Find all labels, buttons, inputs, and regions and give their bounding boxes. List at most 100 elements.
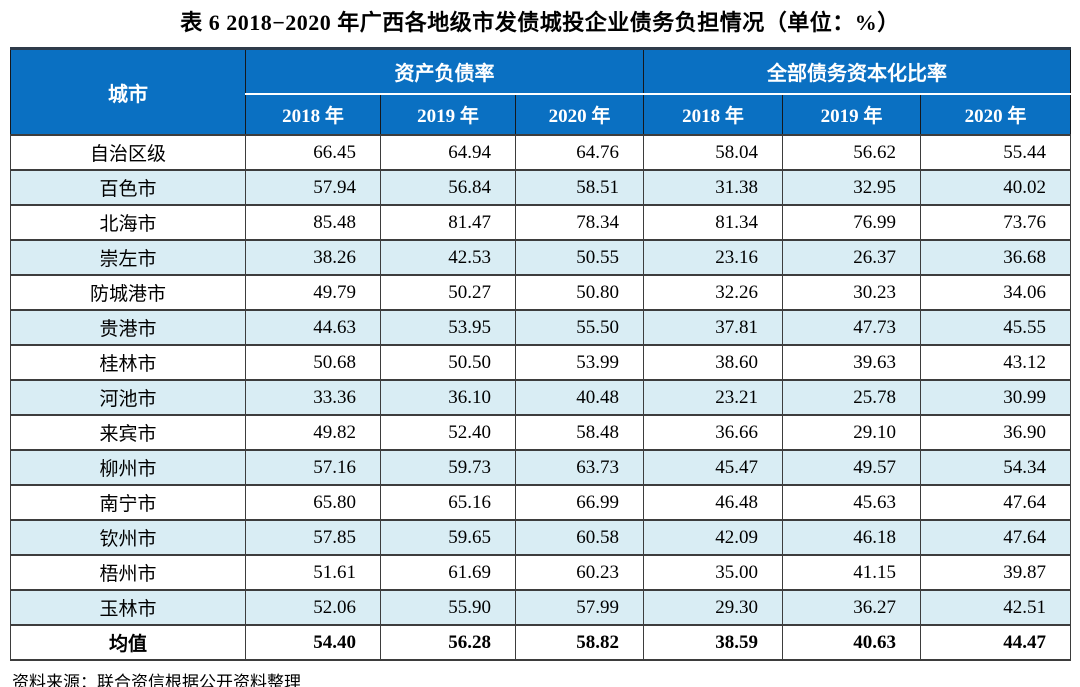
value-cell: 40.02 (920, 169, 1072, 206)
value-cell: 45.47 (643, 449, 784, 486)
corner-header-city: 城市 (10, 48, 246, 136)
value-cell: 56.62 (782, 134, 922, 171)
table-row: 崇左市 38.26 42.53 50.55 23.16 26.37 36.68 (10, 239, 1072, 276)
value-cell: 32.26 (643, 274, 784, 311)
value-cell: 38.26 (245, 239, 381, 276)
value-cell: 73.76 (920, 204, 1072, 241)
table-caption: 表 6 2018−2020 年广西各地级市发债城投企业债务负担情况（单位：%） (180, 10, 900, 35)
value-cell: 23.16 (643, 239, 784, 276)
year-header-alr-2020: 2020 年 (514, 93, 645, 136)
city-cell: 南宁市 (10, 484, 246, 521)
value-cell: 42.09 (643, 519, 784, 556)
value-cell: 58.51 (514, 169, 645, 206)
table-row: 南宁市 65.80 65.16 66.99 46.48 45.63 47.64 (10, 484, 1072, 521)
value-cell: 57.85 (245, 519, 381, 556)
value-cell: 31.38 (643, 169, 784, 206)
value-cell: 65.80 (245, 484, 381, 521)
year-header-tdcr-2018: 2018 年 (643, 93, 784, 136)
city-cell: 钦州市 (10, 519, 246, 556)
value-cell: 49.82 (245, 414, 381, 451)
city-cell: 百色市 (10, 169, 246, 206)
city-cell: 桂林市 (10, 344, 246, 381)
value-cell: 56.28 (380, 624, 516, 661)
value-cell: 78.34 (514, 204, 645, 241)
value-cell: 65.16 (380, 484, 516, 521)
value-cell: 42.53 (380, 239, 516, 276)
header-group-row: 城市 资产负债率 全部债务资本化比率 (10, 48, 1072, 136)
value-cell: 81.34 (643, 204, 784, 241)
value-cell: 36.66 (643, 414, 784, 451)
value-cell: 55.44 (920, 134, 1072, 171)
value-cell: 58.04 (643, 134, 784, 171)
value-cell: 50.50 (380, 344, 516, 381)
group-header-asset-liability-ratio: 资产负债率 (244, 48, 645, 95)
table-row: 玉林市 52.06 55.90 57.99 29.30 36.27 42.51 (10, 589, 1072, 626)
city-cell: 北海市 (10, 204, 246, 241)
value-cell: 43.12 (920, 344, 1072, 381)
table-row: 柳州市 57.16 59.73 63.73 45.47 49.57 54.34 (10, 449, 1072, 486)
value-cell: 50.80 (514, 274, 645, 311)
value-cell: 44.63 (245, 309, 381, 346)
value-cell: 66.99 (514, 484, 645, 521)
value-cell: 55.90 (380, 589, 516, 626)
value-cell: 44.47 (920, 624, 1072, 661)
city-cell: 崇左市 (10, 239, 246, 276)
city-cell: 柳州市 (10, 449, 246, 486)
value-cell: 35.00 (643, 554, 784, 591)
table-row: 防城港市 49.79 50.27 50.80 32.26 30.23 34.06 (10, 274, 1072, 311)
city-cell: 自治区级 (10, 134, 246, 171)
value-cell: 29.30 (643, 589, 784, 626)
value-cell: 52.06 (245, 589, 381, 626)
value-cell: 63.73 (514, 449, 645, 486)
value-cell: 32.95 (782, 169, 922, 206)
header-year-row: 2018 年 2019 年 2020 年 2018 年 2019 年 2020 … (11, 93, 1072, 136)
value-cell: 49.57 (782, 449, 922, 486)
value-cell: 66.45 (245, 134, 381, 171)
value-cell: 47.64 (920, 519, 1072, 556)
city-cell: 贵港市 (10, 309, 246, 346)
value-cell: 56.84 (380, 169, 516, 206)
value-cell: 51.61 (245, 554, 381, 591)
value-cell: 58.82 (514, 624, 645, 661)
year-header-alr-2019: 2019 年 (380, 93, 516, 136)
value-cell: 40.63 (782, 624, 922, 661)
table-row: 北海市 85.48 81.47 78.34 81.34 76.99 73.76 (10, 204, 1072, 241)
value-cell: 50.55 (514, 239, 645, 276)
value-cell: 30.99 (920, 379, 1072, 416)
value-cell: 25.78 (782, 379, 922, 416)
value-cell: 38.59 (643, 624, 784, 661)
value-cell: 54.34 (920, 449, 1072, 486)
table-row: 贵港市 44.63 53.95 55.50 37.81 47.73 45.55 (10, 309, 1072, 346)
city-cell: 梧州市 (10, 554, 246, 591)
debt-burden-table: 城市 资产负债率 全部债务资本化比率 2018 年 2019 年 2020 年 … (10, 47, 1072, 661)
year-header-tdcr-2019: 2019 年 (782, 93, 922, 136)
value-cell: 53.99 (514, 344, 645, 381)
source-note: 资料来源：联合资信根据公开资料整理 (12, 673, 301, 687)
value-cell: 26.37 (782, 239, 922, 276)
group-header-total-debt-capitalization-ratio: 全部债务资本化比率 (643, 48, 1072, 95)
value-cell: 50.68 (245, 344, 381, 381)
value-cell: 29.10 (782, 414, 922, 451)
value-cell: 50.27 (380, 274, 516, 311)
value-cell: 58.48 (514, 414, 645, 451)
year-header-tdcr-2020: 2020 年 (920, 93, 1072, 136)
value-cell: 30.23 (782, 274, 922, 311)
table-body: 自治区级 66.45 64.94 64.76 58.04 56.62 55.44 百色市 57.… (10, 134, 1072, 661)
value-cell: 39.63 (782, 344, 922, 381)
value-cell: 59.65 (380, 519, 516, 556)
value-cell: 34.06 (920, 274, 1072, 311)
value-cell: 47.64 (920, 484, 1072, 521)
city-cell: 河池市 (10, 379, 246, 416)
value-cell: 52.40 (380, 414, 516, 451)
value-cell: 46.18 (782, 519, 922, 556)
value-cell: 57.94 (245, 169, 381, 206)
table-row: 钦州市 57.85 59.65 60.58 42.09 46.18 47.64 (10, 519, 1072, 556)
value-cell: 45.55 (920, 309, 1072, 346)
table-row: 河池市 33.36 36.10 40.48 23.21 25.78 30.99 (10, 379, 1072, 416)
value-cell: 40.48 (514, 379, 645, 416)
value-cell: 37.81 (643, 309, 784, 346)
value-cell: 57.16 (245, 449, 381, 486)
value-cell: 76.99 (782, 204, 922, 241)
city-cell: 防城港市 (10, 274, 246, 311)
value-cell: 54.40 (245, 624, 381, 661)
